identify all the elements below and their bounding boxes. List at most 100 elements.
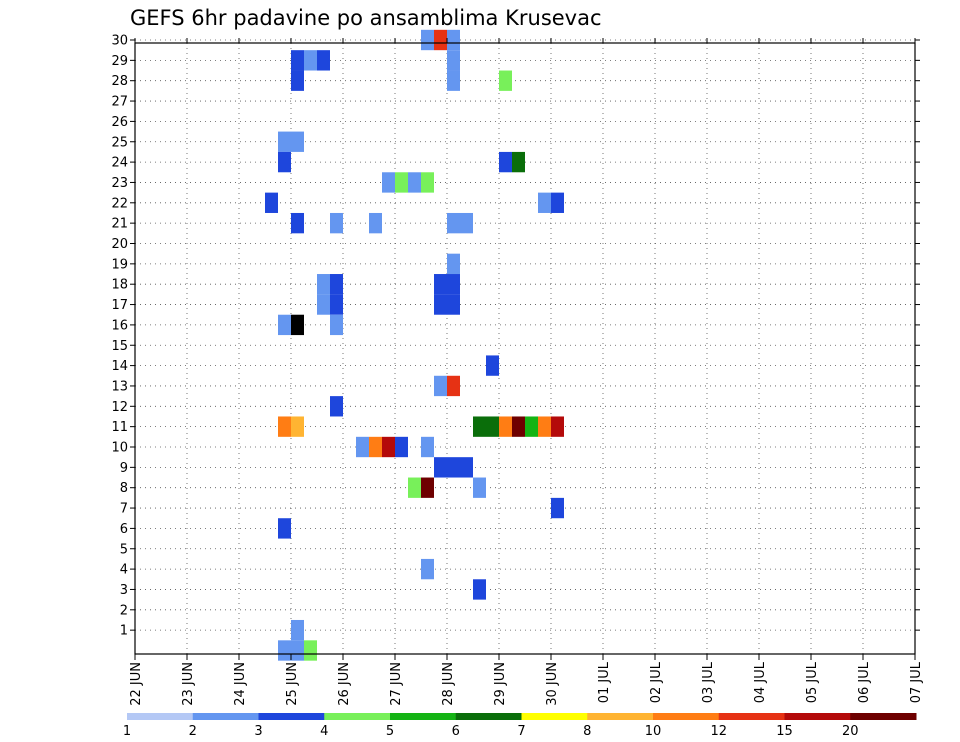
x-tick-label: 06 JUL xyxy=(857,661,872,703)
x-tick-label: 25 JUN xyxy=(285,662,300,706)
y-tick-label: 21 xyxy=(111,217,128,232)
y-tick-label: 14 xyxy=(111,359,128,374)
legend-swatch xyxy=(258,713,325,720)
heatmap-cell xyxy=(421,29,434,51)
heatmap-cell xyxy=(291,619,304,641)
heatmap-cell xyxy=(278,151,291,173)
legend-swatch xyxy=(521,713,588,720)
heatmap-cell xyxy=(291,50,304,71)
heatmap-cell xyxy=(330,396,343,417)
heatmap-cell xyxy=(447,50,460,71)
y-tick-label: 28 xyxy=(111,74,128,89)
y-tick-label: 18 xyxy=(111,278,128,293)
heatmap-cell xyxy=(447,253,460,275)
heatmap-cell xyxy=(291,131,304,152)
legend-label: 10 xyxy=(645,724,662,739)
legend-swatch xyxy=(192,713,259,720)
legend-label: 8 xyxy=(583,724,591,739)
y-tick-label: 1 xyxy=(120,624,128,639)
heatmap-cell xyxy=(512,151,525,173)
x-tick-label: 24 JUN xyxy=(233,662,248,706)
heatmap-cell xyxy=(291,314,304,336)
heatmap-cell xyxy=(460,457,473,478)
x-tick-label: 27 JUN xyxy=(389,662,404,706)
heatmap-cell xyxy=(434,274,447,295)
heatmap-cell xyxy=(291,640,304,661)
heatmap-cell xyxy=(317,294,330,315)
legend-label: 12 xyxy=(710,724,727,739)
heatmap-cell xyxy=(473,579,486,600)
y-tick-label: 11 xyxy=(111,420,128,435)
heatmap-cell xyxy=(434,457,447,478)
legend-swatch xyxy=(324,713,391,720)
legend-swatch xyxy=(390,713,457,720)
legend-label: 15 xyxy=(776,724,793,739)
legend-label: 5 xyxy=(386,724,394,739)
plot-frame xyxy=(134,42,916,655)
heatmap-cell xyxy=(395,172,408,193)
heatmap-cell xyxy=(330,314,343,336)
heatmap-cell xyxy=(447,274,460,295)
heatmap-cell xyxy=(434,29,447,51)
y-tick-label: 23 xyxy=(111,176,128,191)
x-tick-label: 30 JUN xyxy=(545,662,560,706)
legend-swatch xyxy=(127,713,194,720)
x-tick-label: 04 JUL xyxy=(753,661,768,703)
heatmap-cell xyxy=(551,497,564,519)
legend-swatch xyxy=(653,713,720,720)
heatmap-cell xyxy=(317,274,330,295)
heatmap-cell xyxy=(421,558,434,580)
y-tick-label: 15 xyxy=(111,339,128,354)
heatmap-cell xyxy=(460,212,473,234)
legend-label: 1 xyxy=(123,724,131,739)
y-tick-label: 16 xyxy=(111,318,128,333)
heatmap-cell xyxy=(330,212,343,234)
heatmap-cell xyxy=(486,355,499,376)
legend-label: 7 xyxy=(517,724,525,739)
y-tick-label: 8 xyxy=(120,481,128,496)
legend-label: 3 xyxy=(254,724,262,739)
heatmap-cell xyxy=(473,477,486,498)
heatmap-cell xyxy=(330,294,343,315)
y-tick-label: 2 xyxy=(120,603,128,618)
heatmap-cell xyxy=(278,314,291,336)
y-tick-label: 20 xyxy=(111,237,128,252)
x-tick-label: 03 JUL xyxy=(701,661,716,703)
chart-title: GEFS 6hr padavine po ansamblima Krusevac xyxy=(130,6,602,30)
y-tick-label: 22 xyxy=(111,196,128,211)
heatmap-cell xyxy=(499,416,512,437)
heatmap-cell xyxy=(421,477,434,498)
y-tick-label: 5 xyxy=(120,542,128,557)
legend-label: 20 xyxy=(842,724,859,739)
legend-swatch xyxy=(587,713,654,720)
heatmap-cell xyxy=(369,212,382,234)
legend-swatch xyxy=(718,713,785,720)
heatmap-cell xyxy=(278,131,291,152)
heatmap-cell xyxy=(538,192,551,213)
x-tick-label: 26 JUN xyxy=(337,662,352,706)
heatmap-cell xyxy=(317,50,330,71)
heatmap-cell xyxy=(434,294,447,315)
legend-label: 2 xyxy=(189,724,197,739)
heatmap-cell xyxy=(434,375,447,397)
heatmap-cell xyxy=(447,457,460,478)
heatmap-cell xyxy=(421,172,434,193)
heatmap-cell xyxy=(395,436,408,458)
x-tick-label: 07 JUL xyxy=(909,661,924,703)
heatmap-cell xyxy=(408,172,421,193)
heatmap-cell xyxy=(382,172,395,193)
x-tick-label: 02 JUL xyxy=(649,661,664,703)
heatmap-cell xyxy=(291,70,304,91)
y-tick-label: 29 xyxy=(111,54,128,69)
heatmap-cell xyxy=(447,375,460,397)
heatmap-cell xyxy=(538,416,551,437)
heatmap-cell xyxy=(447,70,460,91)
y-tick-label: 10 xyxy=(111,441,128,456)
y-tick-label: 17 xyxy=(111,298,128,313)
heatmap-cell xyxy=(278,518,291,539)
y-tick-label: 26 xyxy=(111,115,128,130)
y-tick-label: 9 xyxy=(120,461,128,476)
heatmap-cell xyxy=(525,416,538,437)
x-tick-label: 01 JUL xyxy=(597,661,612,703)
